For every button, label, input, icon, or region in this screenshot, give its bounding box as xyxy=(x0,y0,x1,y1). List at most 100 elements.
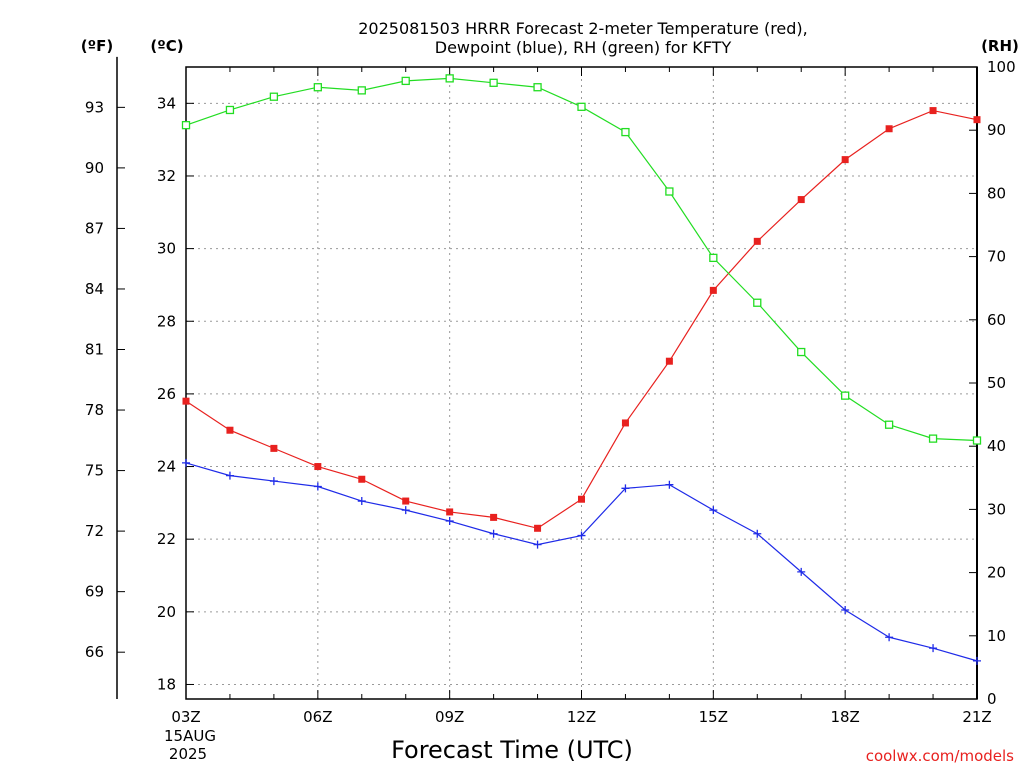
rh-point xyxy=(577,102,586,111)
x-tick-label: 15Z xyxy=(699,708,728,726)
rh-point xyxy=(489,78,498,87)
celsius-tick-label: 34 xyxy=(157,94,176,112)
dewpoint-point xyxy=(929,644,938,653)
temperature-point xyxy=(446,508,454,516)
rh-unit-label: (RH) xyxy=(981,37,1019,55)
dewpoint-point xyxy=(313,482,322,491)
rh-point xyxy=(928,434,938,443)
celsius-tick-label: 24 xyxy=(157,458,176,476)
dewpoint-point xyxy=(841,606,850,615)
rh-tick-label: 20 xyxy=(987,564,1006,582)
fahrenheit-tick-label: 66 xyxy=(85,643,104,661)
celsius-tick-label: 26 xyxy=(157,385,176,403)
rh-tick-label: 0 xyxy=(987,690,997,708)
rh-tick-label: 30 xyxy=(987,500,1006,518)
temperature-point xyxy=(885,125,893,133)
chart-title: 2025081503 HRRR Forecast 2-meter Tempera… xyxy=(358,19,808,38)
fahrenheit-tick-label: 84 xyxy=(85,280,104,298)
rh-tick-label: 90 xyxy=(987,121,1006,139)
dewpoint-point xyxy=(577,531,586,540)
temperature-point xyxy=(314,463,322,471)
rh-tick-label: 40 xyxy=(987,437,1006,455)
rh-point xyxy=(357,86,366,95)
x-tick-label: 21Z xyxy=(962,708,991,726)
temperature-point xyxy=(226,426,234,434)
rh-point xyxy=(225,105,235,115)
fahrenheit-tick-label: 72 xyxy=(85,522,104,540)
rh-tick-label: 60 xyxy=(987,311,1006,329)
temperature-point xyxy=(182,397,190,405)
rh-point xyxy=(665,187,674,196)
rh-tick-label: 10 xyxy=(987,627,1006,645)
rh-point xyxy=(313,83,322,92)
data-series xyxy=(181,74,982,665)
rh-point xyxy=(181,120,191,130)
rh-point xyxy=(884,420,894,429)
dewpoint-point xyxy=(973,656,981,665)
celsius-tick-label: 22 xyxy=(157,530,176,548)
dewpoint-point xyxy=(665,480,674,489)
rh-point xyxy=(269,92,279,101)
dewpoint-point xyxy=(445,517,454,526)
rh-point xyxy=(753,298,762,307)
x-tick-label: 03Z xyxy=(171,708,200,726)
fahrenheit-tick-label: 93 xyxy=(85,98,104,116)
temperature-point xyxy=(665,357,673,365)
temperature-point xyxy=(402,497,410,505)
temperature-point xyxy=(797,196,805,204)
temperature-point xyxy=(358,475,366,483)
dewpoint-point xyxy=(621,484,630,493)
dewpoint-point xyxy=(225,471,234,480)
rh-point xyxy=(972,436,982,445)
rh-tick-label: 50 xyxy=(987,374,1006,392)
x-tick-label: 06Z xyxy=(303,708,332,726)
x-tick-label: 12Z xyxy=(567,708,596,726)
fahrenheit-tick-label: 75 xyxy=(85,462,104,480)
rh-point xyxy=(841,391,850,400)
temperature-point xyxy=(270,444,278,452)
rh-point xyxy=(709,253,718,263)
rh-point xyxy=(401,76,410,86)
fahrenheit-tick-label: 87 xyxy=(85,219,104,237)
x-axis-label: Forecast Time (UTC) xyxy=(391,736,633,764)
rh-point xyxy=(621,127,630,137)
rh-point xyxy=(797,347,806,357)
grid-lines xyxy=(186,67,977,699)
temperature-point xyxy=(709,286,717,294)
celsius-tick-label: 28 xyxy=(157,312,176,330)
celsius-tick-label: 18 xyxy=(157,675,176,693)
dewpoint-point xyxy=(489,529,498,538)
plot-frame xyxy=(185,66,978,700)
temperature-point xyxy=(973,116,981,124)
rh-tick-label: 100 xyxy=(987,58,1016,76)
temperature-point xyxy=(929,107,937,115)
dewpoint-point xyxy=(797,567,806,576)
fahrenheit-unit-label: (ºF) xyxy=(81,37,113,55)
fahrenheit-tick-label: 81 xyxy=(85,341,104,359)
chart-subtitle: Dewpoint (blue), RH (green) for KFTY xyxy=(435,38,732,57)
tick-labels: 03Z 06Z 09Z 12Z 15Z 18Z 21Z 18 20 22 24 26 28 30 32 34 6… xyxy=(85,58,1016,726)
temperature-point xyxy=(578,495,585,503)
x-tick-label: 09Z xyxy=(435,708,464,726)
temperature-point xyxy=(490,513,498,521)
rh-point xyxy=(533,83,542,92)
axes xyxy=(116,56,978,700)
celsius-tick-label: 20 xyxy=(157,603,176,621)
dewpoint-point xyxy=(357,497,366,506)
dewpoint-point xyxy=(533,540,542,549)
temperature-point xyxy=(621,419,629,427)
celsius-tick-label: 32 xyxy=(157,167,176,185)
x-date-line-2: 2025 xyxy=(169,745,207,763)
temperature-point xyxy=(753,237,761,245)
x-date-line-1: 15AUG xyxy=(164,727,216,745)
fahrenheit-tick-label: 78 xyxy=(85,401,104,419)
fahrenheit-tick-label: 90 xyxy=(85,159,104,177)
dewpoint-point xyxy=(709,506,718,515)
celsius-tick-label: 30 xyxy=(157,240,176,258)
rh-point xyxy=(445,74,454,83)
dewpoint-point xyxy=(269,477,278,486)
dewpoint-point xyxy=(401,506,410,515)
rh-tick-label: 70 xyxy=(987,248,1006,266)
fahrenheit-tick-label: 69 xyxy=(85,583,104,601)
dewpoint-point xyxy=(182,458,190,467)
